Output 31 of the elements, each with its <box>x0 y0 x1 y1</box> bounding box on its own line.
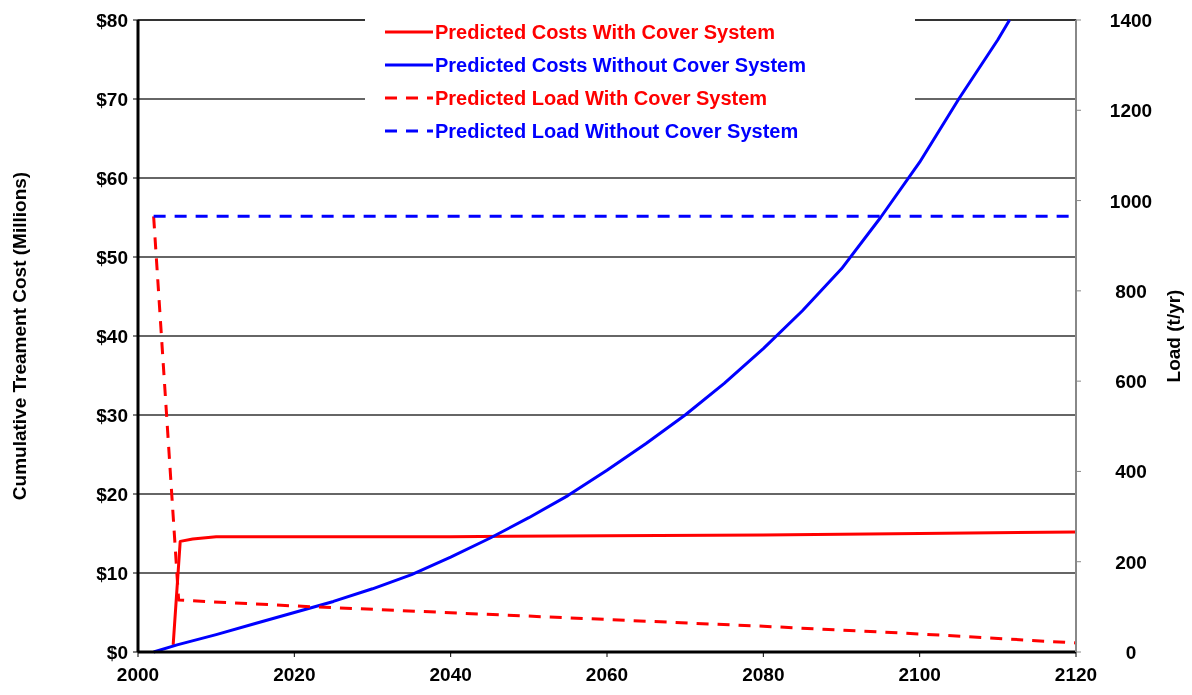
line-series <box>152 214 1078 645</box>
y-tick-label: $30 <box>96 405 128 426</box>
y-tick-label: $70 <box>96 89 128 110</box>
y2-tick-label: 400 <box>1115 461 1147 483</box>
legend-label: Predicted Costs Without Cover System <box>435 54 807 76</box>
y-tick-label: $50 <box>96 247 128 268</box>
y2-tick-label: 1000 <box>1109 190 1153 212</box>
x-tick-label: 2100 <box>898 664 941 685</box>
legend-label: Predicted Load Without Cover System <box>435 120 799 142</box>
y-tick-label: $60 <box>96 168 128 189</box>
y2-tick-label: 200 <box>1115 551 1147 573</box>
y-tick-label: $0 <box>106 642 128 663</box>
y2-tick-label: 0 <box>1125 642 1137 663</box>
y-tick-label: $80 <box>96 10 128 31</box>
x-tick-label: 2060 <box>585 664 629 685</box>
y2-tick-label: 1400 <box>1109 10 1153 31</box>
y2-tick-label: 600 <box>1115 371 1147 393</box>
x-tick-label: 2080 <box>742 664 785 685</box>
y2-tick-label: 800 <box>1115 280 1147 302</box>
legend-label: Predicted Costs With Cover System <box>435 21 775 43</box>
x-tick-label: 2120 <box>1054 664 1098 685</box>
x-tick-label: 2000 <box>116 664 160 685</box>
y-tick-label: $20 <box>96 484 128 505</box>
y2-axis-title: Load (t/yr) <box>1163 289 1184 383</box>
y-tick-label: $10 <box>96 563 128 584</box>
legend-label: Predicted Load With Cover System <box>435 87 768 109</box>
x-tick-label: 2040 <box>429 664 472 685</box>
y-axis-title: Cumulative Treament Cost (Millions) <box>9 171 30 501</box>
x-tick-label: 2020 <box>273 664 316 685</box>
y-tick-label: $40 <box>96 326 128 347</box>
y2-tick-label: 1200 <box>1109 100 1153 122</box>
